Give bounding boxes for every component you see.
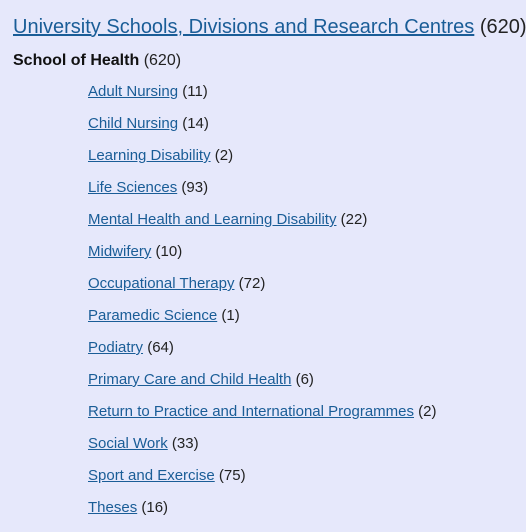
subject-link-podiatry[interactable]: Podiatry (88, 339, 144, 356)
subject-link-learning-disability[interactable]: Learning Disability (88, 147, 211, 164)
list-item: Theses (16) (88, 496, 437, 528)
list-item: Child Nursing (14) (88, 112, 437, 144)
subject-count: (22) (340, 211, 368, 228)
subject-count: (64) (147, 339, 174, 356)
list-item: Return to Practice and International Pro… (88, 400, 437, 432)
subject-link-paramedic-science[interactable]: Paramedic Science (88, 307, 218, 324)
list-item: Paramedic Science (1) (88, 304, 437, 336)
subject-count: (11) (182, 83, 208, 100)
subject-link-adult-nursing[interactable]: Adult Nursing (88, 83, 179, 100)
list-item: Adult Nursing (11) (88, 80, 437, 112)
list-item: Social Work (33) (88, 432, 437, 464)
subject-count: (14) (182, 115, 209, 132)
list-item: Learning Disability (2) (88, 144, 437, 176)
subject-link-occupational-therapy[interactable]: Occupational Therapy (88, 275, 235, 292)
subject-count: (1) (221, 307, 240, 324)
subject-link-primary-care[interactable]: Primary Care and Child Health (88, 371, 292, 388)
list-item: Sport and Exercise (75) (88, 464, 437, 496)
list-item: Midwifery (10) (88, 240, 437, 272)
subject-link-life-sciences[interactable]: Life Sciences (88, 179, 178, 196)
subject-count: (33) (171, 435, 199, 452)
school-heading: School of Health (620) (13, 51, 181, 71)
subject-count: (2) (214, 147, 234, 164)
subject-link-child-nursing[interactable]: Child Nursing (88, 115, 179, 132)
subject-link-sport-and-exercise[interactable]: Sport and Exercise (88, 467, 215, 484)
parent-category-line: University Schools, Divisions and Resear… (13, 14, 526, 40)
subject-list: Adult Nursing (11) Child Nursing (14) Le… (88, 80, 437, 528)
school-count: (620) (143, 52, 182, 69)
list-item: Primary Care and Child Health (6) (88, 368, 437, 400)
subject-link-midwifery[interactable]: Midwifery (88, 243, 152, 260)
list-item: Podiatry (64) (88, 336, 437, 368)
subject-count: (16) (141, 499, 169, 516)
subject-count: (10) (155, 243, 183, 260)
subject-count: (2) (418, 403, 437, 420)
parent-category-count: (620) (479, 16, 526, 38)
subject-count: (75) (218, 467, 246, 484)
list-item: Occupational Therapy (72) (88, 272, 437, 304)
subject-link-social-work[interactable]: Social Work (88, 435, 168, 452)
list-item: Mental Health and Learning Disability (2… (88, 208, 437, 240)
subject-count: (93) (181, 179, 209, 196)
list-item: Life Sciences (93) (88, 176, 437, 208)
subject-count: (6) (295, 371, 314, 388)
subject-link-return-to-practice[interactable]: Return to Practice and International Pro… (88, 403, 414, 420)
school-name: School of Health (13, 52, 140, 69)
subject-link-mental-health[interactable]: Mental Health and Learning Disability (88, 211, 337, 228)
subject-count: (72) (238, 275, 266, 292)
parent-category-link[interactable]: University Schools, Divisions and Resear… (13, 16, 475, 38)
subject-link-theses[interactable]: Theses (88, 499, 138, 516)
